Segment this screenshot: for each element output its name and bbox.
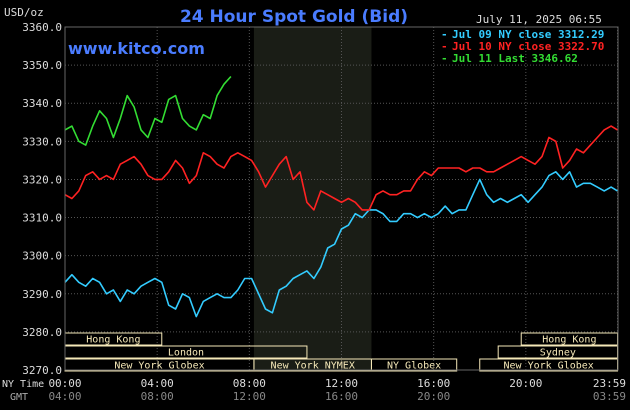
legend-label-1: Jul 09 NY close 3312.29 bbox=[452, 28, 604, 41]
session-box bbox=[370, 358, 458, 372]
session-label: Sydney bbox=[540, 348, 576, 359]
y-tick-label: 3350.0 bbox=[22, 59, 62, 72]
x-tick-label-ny: 00:00 bbox=[48, 377, 81, 390]
y-tick-label: 3280.0 bbox=[22, 326, 62, 339]
y-tick-label: 3310.0 bbox=[22, 212, 62, 225]
y-tick-label: 3290.0 bbox=[22, 288, 62, 301]
x-tick-label-gmt: 08:00 bbox=[141, 390, 174, 403]
x-tick-label-gmt: 03:59 bbox=[593, 390, 626, 403]
series-line-1 bbox=[64, 171, 618, 318]
legend-marker-3: - bbox=[441, 52, 448, 65]
x-tick-label-ny: 23:59 bbox=[593, 377, 626, 390]
series-line-3 bbox=[64, 75, 232, 146]
legend-marker-2: - bbox=[441, 40, 448, 53]
session-label: New York NYMEX bbox=[271, 361, 355, 372]
chart-title: 24 Hour Spot Gold (Bid) bbox=[180, 7, 408, 27]
x-tick-label-gmt: 16:00 bbox=[325, 390, 358, 403]
y-tick-label: 3340.0 bbox=[22, 97, 62, 110]
x-tick-label-gmt: 20:00 bbox=[417, 390, 450, 403]
session-label: NY Globex bbox=[387, 361, 441, 372]
session-bars: Hong Kong London New York Globex New York N… bbox=[64, 332, 619, 372]
y-tick-label: 3300.0 bbox=[22, 250, 62, 263]
series-line-2 bbox=[64, 125, 618, 211]
gmt-label: GMT bbox=[10, 392, 28, 403]
y-tick-label: 3360.0 bbox=[22, 21, 62, 34]
session-label: New York Globex bbox=[114, 361, 204, 372]
series-lines bbox=[64, 75, 618, 318]
watermark: www.kitco.com bbox=[68, 39, 205, 58]
legend-label-2: Jul 10 NY close 3322.70 bbox=[452, 40, 604, 53]
x-tick-label-gmt: 04:00 bbox=[48, 390, 81, 403]
x-tick-label-ny: 04:00 bbox=[141, 377, 174, 390]
x-tick-label-ny: 12:00 bbox=[325, 377, 358, 390]
session-label: Hong Kong bbox=[542, 335, 596, 346]
session-label: Hong Kong bbox=[86, 335, 140, 346]
x-tick-label-gmt: 12:00 bbox=[233, 390, 266, 403]
nymex-session-shade bbox=[253, 27, 372, 370]
y-tick-label: 3320.0 bbox=[22, 173, 62, 186]
y-tick-label: 3330.0 bbox=[22, 135, 62, 148]
session-label: New York Globex bbox=[503, 361, 593, 372]
x-tick-labels: 00:0004:0004:0008:0008:0012:0012:0016:00… bbox=[48, 377, 626, 403]
x-tick-label-ny: 16:00 bbox=[417, 377, 450, 390]
session-label: London bbox=[168, 348, 204, 359]
x-tick-label-ny: 20:00 bbox=[509, 377, 542, 390]
legend: - Jul 09 NY close 3312.29 - Jul 10 NY cl… bbox=[441, 28, 604, 65]
legend-label-3: Jul 11 Last 3346.62 bbox=[452, 52, 578, 65]
date-label: July 11, 2025 06:55 bbox=[476, 13, 602, 26]
y-tick-labels: 3360.0 3350.0 3340.0 3330.0 3320.0 3310.0 3300… bbox=[22, 21, 62, 377]
legend-marker-1: - bbox=[441, 28, 448, 41]
plot-frame bbox=[64, 26, 619, 371]
y-axis-label: USD/oz bbox=[4, 6, 44, 19]
ny-time-label: NY Time bbox=[2, 379, 44, 390]
y-tick-label: 3270.0 bbox=[22, 364, 62, 377]
x-tick-label-ny: 08:00 bbox=[233, 377, 266, 390]
